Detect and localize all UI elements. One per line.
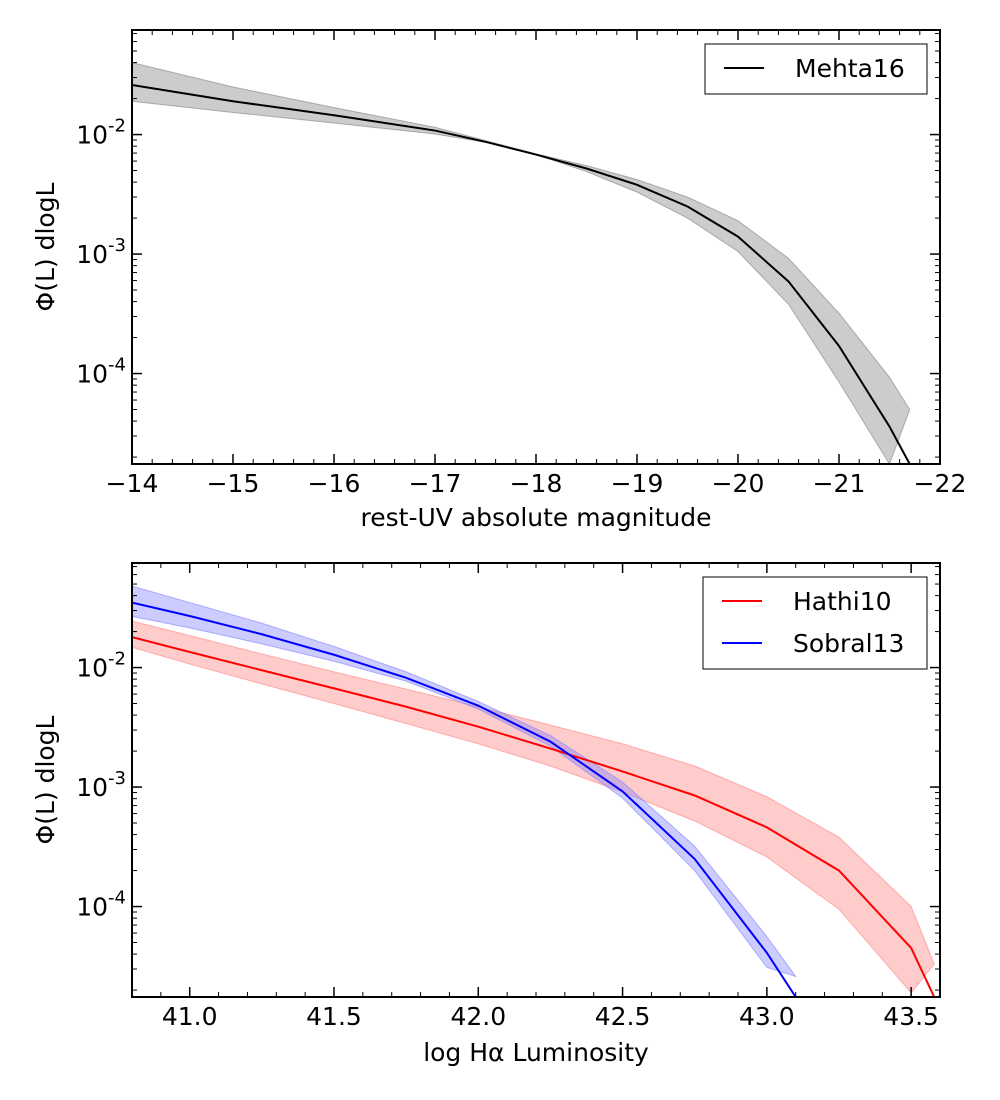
mehta16-confidence-band [132,62,911,464]
axis-ticks [131,563,941,997]
mehta16-line [132,83,911,464]
x-tick-label: −15 [207,469,260,498]
x-tick-label: 41.0 [162,1002,218,1031]
y-tick-label: 10-3 [76,768,126,802]
legend-box [702,576,928,670]
x-tick-label: 42.5 [595,1002,651,1031]
hathi10-confidence-band [132,620,935,994]
x-tick-label: 42.0 [450,1002,506,1031]
x-tick-label: 41.5 [306,1002,362,1031]
x-tick-label: −14 [106,469,159,498]
series-lines [132,601,936,997]
axis-ticks [131,30,941,464]
series-lines [132,83,911,464]
hathi10-line [132,636,936,997]
y-axis-label: Φ(L) dlogL [31,182,60,311]
legend-label-mehta16: Mehta16 [795,54,905,83]
x-tick-label: −20 [712,469,765,498]
bottom-chart-panel: 41.0 41.5 42.0 42.5 43.0 43.5 10-4 10-3 10-2 lo… [31,562,941,1067]
legend: Mehta16 [704,43,928,95]
x-tick-labels: 41.0 41.5 42.0 42.5 43.0 43.5 [162,1002,939,1031]
y-tick-label: 10-2 [76,649,126,683]
y-tick-label: 10-2 [76,116,126,150]
confidence-bands [132,62,911,464]
y-tick-label: 10-4 [76,355,126,389]
legend-label-hathi10: Hathi10 [793,587,892,616]
x-axis-label: rest-UV absolute magnitude [361,503,712,532]
x-tick-labels: −14 −15 −16 −17 −18 −19 −20 −21 −22 [106,469,967,498]
y-tick-label: 10-3 [76,235,126,269]
x-tick-label: 43.0 [739,1002,795,1031]
x-tick-label: −17 [409,469,462,498]
y-tick-labels: 10-4 10-3 10-2 [76,116,126,389]
top-chart-panel: −14 −15 −16 −17 −18 −19 −20 −21 −22 10-4 10-3 10-2… [31,29,967,532]
y-axis-label: Φ(L) dlogL [31,715,60,844]
legend-label-sobral13: Sobral13 [793,629,904,658]
x-tick-label: −18 [510,469,563,498]
sobral13-line [132,601,797,997]
x-tick-label: −21 [813,469,866,498]
x-tick-label: −16 [308,469,361,498]
x-axis-label: log Hα Luminosity [423,1038,649,1067]
x-tick-label: 43.5 [883,1002,939,1031]
x-tick-label: −22 [914,469,967,498]
y-tick-label: 10-4 [76,888,126,922]
sobral13-confidence-band [132,585,798,978]
y-tick-labels: 10-4 10-3 10-2 [76,649,126,922]
x-tick-label: −19 [611,469,664,498]
legend: Hathi10 Sobral13 [702,576,928,670]
